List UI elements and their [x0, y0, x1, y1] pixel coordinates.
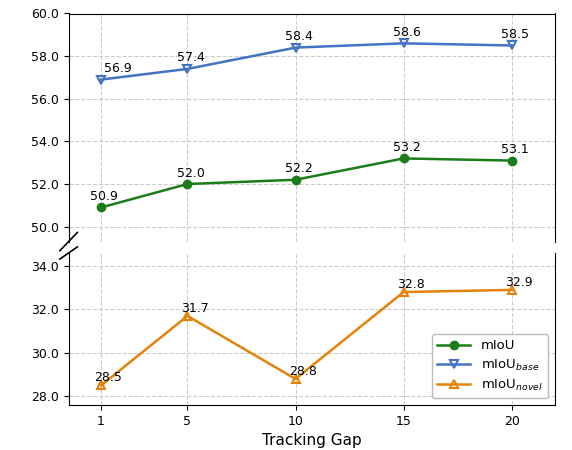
- Text: 31.7: 31.7: [181, 302, 209, 315]
- Text: 50.9: 50.9: [90, 190, 118, 203]
- Text: 57.4: 57.4: [177, 51, 205, 64]
- Text: 53.2: 53.2: [393, 141, 420, 154]
- Text: 58.4: 58.4: [285, 30, 313, 43]
- Legend: mIoU, mIoU$_{base}$, mIoU$_{novel}$: mIoU, mIoU$_{base}$, mIoU$_{novel}$: [432, 334, 548, 398]
- Text: 58.5: 58.5: [501, 28, 529, 41]
- X-axis label: Tracking Gap: Tracking Gap: [262, 433, 362, 448]
- Text: 32.8: 32.8: [397, 278, 425, 291]
- Text: 56.9: 56.9: [104, 62, 132, 75]
- Text: 58.6: 58.6: [393, 26, 420, 39]
- Text: 28.5: 28.5: [94, 371, 122, 384]
- Text: 53.1: 53.1: [501, 143, 529, 156]
- Text: 52.0: 52.0: [177, 166, 205, 180]
- Text: 32.9: 32.9: [505, 275, 533, 288]
- Text: 52.2: 52.2: [285, 162, 312, 176]
- Text: 28.8: 28.8: [289, 364, 317, 378]
